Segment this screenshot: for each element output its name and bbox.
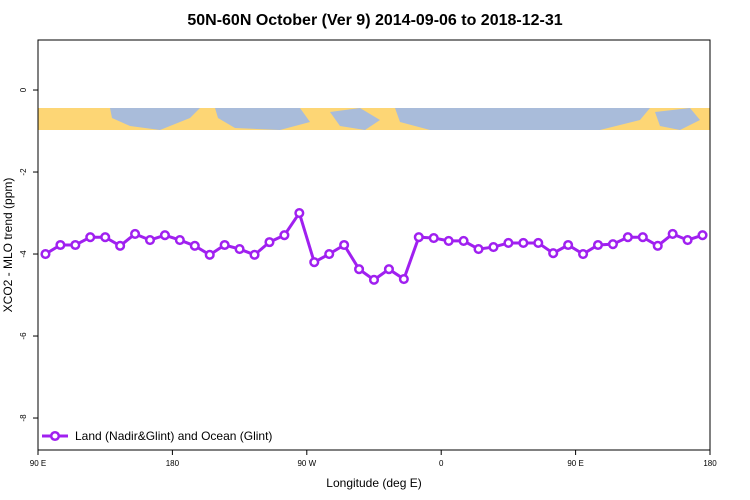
point [548,248,559,259]
point [533,237,544,248]
map-strip [38,108,710,130]
x-tick-label: 90 W [297,459,316,468]
x-tick-label: 90 E [30,459,46,468]
point [607,239,618,250]
point [488,242,499,253]
point [667,228,678,239]
point [159,230,170,241]
series-line [44,209,704,282]
point [652,240,663,251]
point [234,244,245,255]
y-tick-label: 0 [19,87,28,92]
point [219,239,230,251]
point [428,232,439,244]
point [40,248,51,260]
plot-frame [37,39,711,451]
x-tick-label: 180 [166,459,180,468]
legend-label: Land (Nadir&Glint) and Ocean (Glint) [75,429,272,443]
point [578,248,589,260]
x-tick-label: 90 E [567,459,583,468]
point [339,239,350,251]
legend-marker [49,430,61,442]
point [563,239,574,251]
point [622,232,633,243]
point [503,237,514,248]
point [383,264,394,275]
point [592,239,604,251]
point [264,237,275,248]
point [324,248,335,260]
point [368,274,380,285]
point [682,235,693,246]
chart-title: 50N-60N October (Ver 9) 2014-09-06 to 20… [187,12,562,29]
y-tick-label: -4 [19,250,28,258]
point [443,235,454,246]
point [473,244,484,255]
point [697,230,708,241]
y-tick-label: -2 [19,168,28,176]
x-axis-label: Longitude (deg E) [326,476,421,490]
point [637,232,648,243]
point [130,228,141,239]
point [144,235,156,246]
point [70,239,81,251]
point [204,249,215,260]
point [249,249,260,260]
y-tick-label: -8 [19,414,28,422]
point [398,273,409,285]
y-tick-label: -6 [19,332,28,340]
x-tick-label: 0 [439,459,444,468]
point [294,207,305,219]
x-tick-label: 180 [703,459,717,468]
point [55,239,66,251]
point [115,240,126,251]
point [309,257,320,268]
point [413,232,424,243]
point [354,264,365,275]
point [174,235,185,246]
point [100,232,111,243]
y-axis-label: XCO2 - MLO trend (ppm) [1,178,15,313]
point [85,232,96,243]
point [279,230,290,241]
point [458,235,469,246]
point [518,237,529,248]
point [189,240,200,251]
